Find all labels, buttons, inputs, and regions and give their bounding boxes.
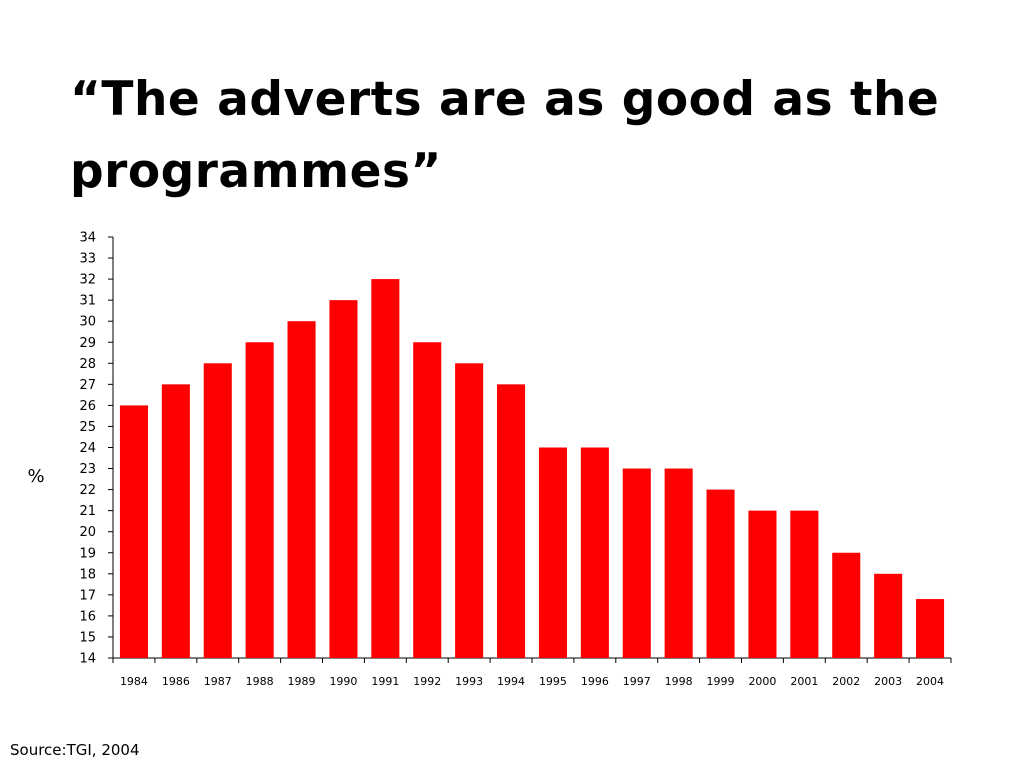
x-tick-label: 2003 <box>874 675 902 688</box>
bar-2001 <box>790 510 819 658</box>
y-tick-label: 15 <box>79 630 96 645</box>
bar-1984 <box>119 405 148 658</box>
x-tick-label: 1988 <box>246 675 274 688</box>
y-tick-label: 14 <box>79 652 96 667</box>
x-tick-label: 1984 <box>120 675 148 688</box>
y-tick-label: 31 <box>79 294 96 309</box>
bar-2002 <box>832 552 861 658</box>
y-axis-label: % <box>27 466 44 487</box>
bar-1986 <box>161 384 190 658</box>
x-tick-labels: 1984 1986 1987 1988 1989 1990 1991 1992 1993 1994… <box>120 675 944 688</box>
bar-1989 <box>287 321 316 658</box>
y-tick-label: 18 <box>79 567 96 582</box>
bars <box>119 279 945 658</box>
x-tick-label: 1993 <box>455 675 483 688</box>
y-tick-label: 25 <box>79 420 96 435</box>
x-tick-label: 2001 <box>790 675 818 688</box>
x-tick-label: 1987 <box>204 675 232 688</box>
x-tick-label: 1995 <box>539 675 567 688</box>
y-tick-label: 24 <box>79 441 96 456</box>
y-tick-label: 27 <box>79 378 96 393</box>
bar-1998 <box>664 468 693 658</box>
y-tick-label: 34 <box>79 231 96 246</box>
bar-1999 <box>706 489 735 658</box>
x-tick-label: 1994 <box>497 675 525 688</box>
x-tick-label: 1999 <box>707 675 735 688</box>
y-tick-label: 29 <box>79 336 96 351</box>
y-tick-label: 16 <box>79 609 96 624</box>
x-tick-label: 1992 <box>413 675 441 688</box>
source-note: Source:TGI, 2004 <box>10 741 140 759</box>
y-tick-label: 17 <box>79 588 96 603</box>
y-tick-label: 22 <box>79 483 96 498</box>
y-tick-label: 28 <box>79 357 96 372</box>
bar-chart: 14 15 16 17 18 19 20 21 22 23 24 25 26 27 28 29 30 31 32 33… <box>27 231 952 688</box>
x-tick-label: 1989 <box>288 675 316 688</box>
bar-2003 <box>874 573 903 658</box>
bar-1987 <box>203 363 232 658</box>
bar-1993 <box>455 363 484 658</box>
bar-1991 <box>371 279 400 658</box>
y-tick-label: 21 <box>79 504 96 519</box>
x-tick-label: 1986 <box>162 675 190 688</box>
bar-1992 <box>413 342 442 658</box>
bar-1988 <box>245 342 274 658</box>
y-tick-label: 20 <box>79 525 96 540</box>
bar-1997 <box>622 468 651 658</box>
x-tick-label: 1998 <box>665 675 693 688</box>
x-tick-label: 1997 <box>623 675 651 688</box>
bar-2004 <box>916 599 945 658</box>
bar-1994 <box>497 384 526 658</box>
bar-2000 <box>748 510 777 658</box>
x-axis <box>112 657 952 663</box>
y-tick-label: 26 <box>79 399 96 414</box>
bar-1990 <box>329 300 358 658</box>
x-tick-label: 2000 <box>748 675 776 688</box>
slide-title: “The adverts are as good as the programm… <box>70 72 940 199</box>
x-tick-label: 1991 <box>371 675 399 688</box>
bar-1996 <box>580 447 609 658</box>
y-tick-label: 23 <box>79 462 96 477</box>
y-tick-label: 33 <box>79 252 96 267</box>
x-tick-label: 1990 <box>329 675 357 688</box>
bar-1995 <box>538 447 567 658</box>
y-axis: 14 15 16 17 18 19 20 21 22 23 24 25 26 27 28 29 30 31 32 33… <box>79 231 114 667</box>
y-tick-label: 19 <box>79 546 96 561</box>
x-tick-label: 1996 <box>581 675 609 688</box>
y-tick-label: 30 <box>79 315 96 330</box>
x-tick-label: 2002 <box>832 675 860 688</box>
y-tick-label: 32 <box>79 273 96 288</box>
x-tick-label: 2004 <box>916 675 944 688</box>
